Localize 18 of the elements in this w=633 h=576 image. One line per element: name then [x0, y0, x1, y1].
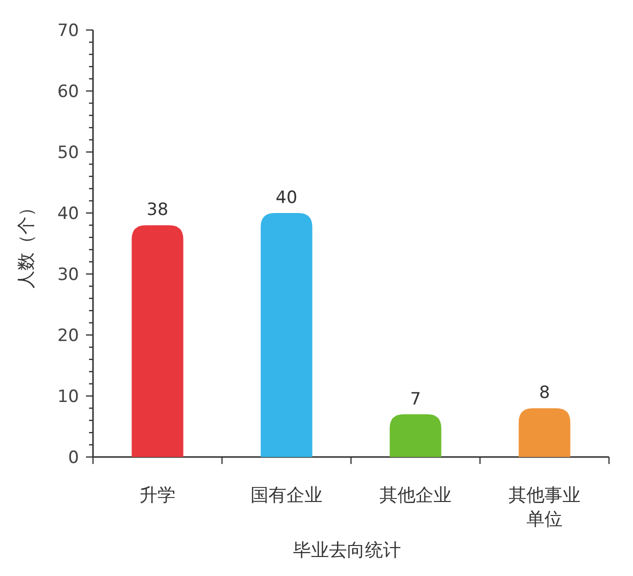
- y-tick-label: 10: [57, 387, 79, 407]
- y-tick-label: 20: [57, 326, 79, 346]
- x-tick-label: 国有企业: [250, 485, 322, 506]
- y-tick-label: 60: [57, 82, 79, 102]
- x-tick-label: 其他事业单位: [508, 485, 580, 530]
- data-label: 38: [146, 200, 168, 220]
- x-tick-label: 升学: [140, 485, 176, 506]
- data-label: 8: [539, 383, 550, 404]
- y-tick-label: 40: [57, 204, 79, 224]
- y-tick-label: 30: [57, 265, 79, 285]
- y-axis-title: 人数（个）: [16, 198, 37, 288]
- y-tick-label: 70: [57, 21, 79, 41]
- x-tick-label: 其他企业: [380, 485, 452, 506]
- y-tick-label: 50: [57, 143, 79, 163]
- data-label: 7: [410, 389, 421, 410]
- y-tick-label: 0: [68, 448, 79, 468]
- x-axis-title: 毕业去向统计: [293, 540, 401, 561]
- data-label: 40: [276, 188, 298, 208]
